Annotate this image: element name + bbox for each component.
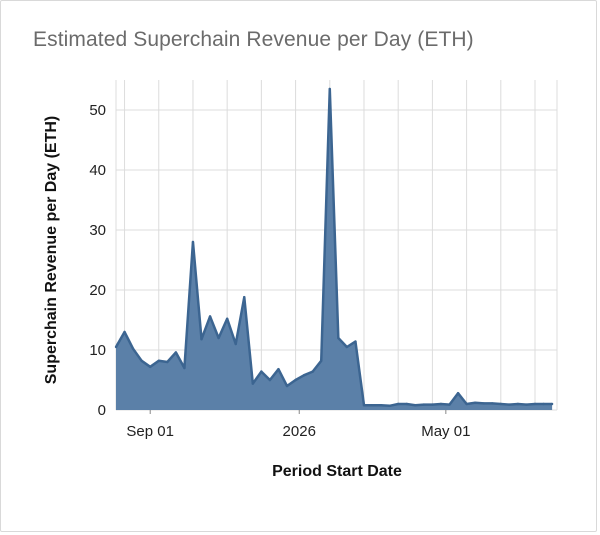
data-point xyxy=(542,402,545,406)
data-point xyxy=(465,402,468,406)
y-tick-label: 10 xyxy=(89,342,106,359)
data-point xyxy=(268,378,272,382)
data-point xyxy=(302,374,306,377)
series-area xyxy=(114,87,554,410)
data-point xyxy=(354,340,357,343)
data-point xyxy=(388,404,391,407)
series-line xyxy=(114,87,553,408)
data-point xyxy=(320,359,323,362)
chart-title: Estimated Superchain Revenue per Day (ET… xyxy=(33,28,474,51)
data-point xyxy=(225,317,229,320)
y-axis-title: Superchain Revenue per Day (ETH) xyxy=(43,116,60,385)
data-point xyxy=(473,401,477,404)
data-point xyxy=(508,403,511,406)
data-point xyxy=(491,402,494,405)
data-point xyxy=(456,392,460,395)
data-point xyxy=(345,345,349,349)
data-point xyxy=(217,336,220,340)
data-point xyxy=(516,402,520,406)
data-point xyxy=(260,370,263,373)
data-point xyxy=(362,404,366,407)
x-axis-ticks: Sep 01 2026 May 01 xyxy=(126,410,470,440)
data-point xyxy=(525,403,528,406)
data-point xyxy=(439,402,443,406)
data-point xyxy=(328,87,331,91)
data-point xyxy=(174,351,178,354)
x-tick-label: May 01 xyxy=(421,423,470,440)
data-point xyxy=(448,403,451,406)
data-point xyxy=(482,402,485,405)
data-point xyxy=(149,365,152,368)
y-tick-label: 40 xyxy=(89,162,106,179)
data-point xyxy=(114,345,118,349)
data-point xyxy=(234,342,237,346)
y-axis-ticks: 0 10 20 30 40 50 xyxy=(89,102,106,419)
data-point xyxy=(191,240,195,244)
data-point xyxy=(405,402,408,406)
y-tick-label: 20 xyxy=(89,282,106,299)
data-point xyxy=(243,296,246,299)
data-point xyxy=(208,315,212,318)
data-point xyxy=(277,368,280,371)
y-tick-label: 50 xyxy=(89,102,106,119)
data-point xyxy=(183,366,186,370)
data-point xyxy=(131,347,135,350)
data-point xyxy=(140,359,143,362)
x-tick-label: Sep 01 xyxy=(126,423,174,440)
data-point xyxy=(294,378,297,382)
data-point xyxy=(431,403,434,406)
data-point xyxy=(499,402,503,406)
data-point xyxy=(550,402,554,406)
data-point xyxy=(166,360,169,364)
y-tick-label: 0 xyxy=(98,402,106,419)
data-point xyxy=(396,402,400,406)
data-point xyxy=(379,404,383,407)
data-point xyxy=(422,403,426,406)
data-point xyxy=(337,336,340,340)
data-point xyxy=(533,402,537,406)
data-point xyxy=(371,404,374,407)
x-tick-label: 2026 xyxy=(283,423,316,440)
x-axis-title: Period Start Date xyxy=(272,463,402,480)
data-point xyxy=(157,359,160,362)
data-point xyxy=(251,382,255,385)
data-point xyxy=(200,338,203,341)
data-point xyxy=(123,330,126,334)
y-tick-label: 30 xyxy=(89,222,106,239)
data-point xyxy=(414,404,417,407)
data-point xyxy=(311,370,314,373)
data-point xyxy=(285,384,289,388)
